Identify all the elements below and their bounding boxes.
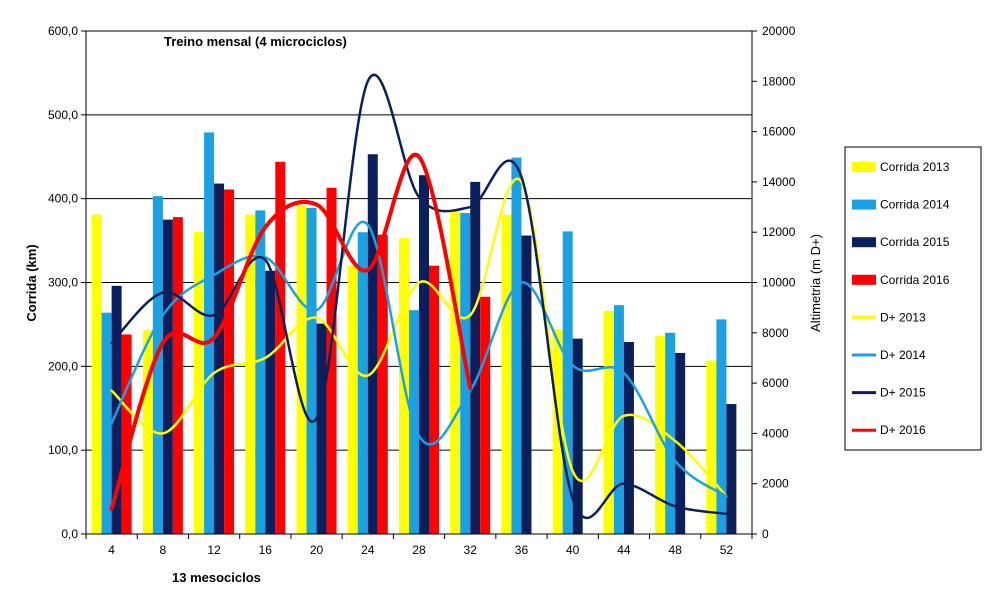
bar (255, 210, 266, 535)
y-tick-label: 400,0 (48, 192, 78, 206)
line-series (110, 177, 728, 498)
bar (552, 329, 563, 534)
bar (501, 214, 512, 534)
bar (450, 209, 461, 534)
legend-label: D+ 2014 (880, 348, 926, 362)
y-axis-label: Corrida (km) (24, 244, 39, 321)
bar (101, 312, 112, 534)
bar (623, 342, 634, 534)
legend-label: Corrida 2013 (880, 160, 950, 174)
legend: Corrida 2013 Corrida 2014 Corrida 2015 Corr… (844, 146, 982, 451)
y2-tick-label: 2000 (762, 477, 789, 491)
x-tick-label: 44 (617, 543, 631, 557)
bar (275, 161, 286, 534)
legend-label: Corrida 2014 (880, 198, 950, 212)
bar (306, 207, 317, 534)
x-tick-label: 32 (464, 543, 478, 557)
bar (224, 189, 235, 534)
ticks: 0,0 100,0 200,0 300,0 400,0 500,0 600,0 0 2000 40… (48, 24, 796, 557)
y2-tick-label: 16000 (762, 125, 796, 139)
bar (142, 330, 153, 534)
x-tick-label: 40 (566, 543, 580, 557)
bar (91, 214, 102, 534)
legend-box (844, 146, 982, 451)
bar (194, 232, 205, 534)
x-tick-label: 36 (515, 543, 529, 557)
bar (214, 183, 225, 534)
bar (152, 196, 163, 534)
bar (265, 270, 276, 534)
bar (470, 181, 481, 534)
bar (429, 265, 439, 534)
bar (296, 205, 307, 534)
legend-swatch (852, 199, 876, 210)
y2-tick-label: 8000 (762, 326, 789, 340)
legend-swatch (852, 237, 876, 248)
legend-label: D+ 2013 (880, 310, 926, 324)
y2-tick-label: 14000 (762, 175, 796, 189)
x-tick-label: 28 (412, 543, 426, 557)
y-tick-label: 200,0 (48, 359, 78, 373)
legend-swatch (852, 274, 876, 285)
y2-tick-label: 4000 (762, 426, 789, 440)
legend-label: Corrida 2015 (880, 235, 950, 249)
x-tick-label: 16 (259, 543, 273, 557)
bar (121, 334, 132, 534)
x-tick-label: 52 (720, 543, 734, 557)
bar (204, 132, 215, 534)
bar (521, 235, 532, 534)
bar (706, 360, 717, 534)
y2-axis-label: Altimetria (m D+) (808, 234, 823, 332)
y-tick-label: 600,0 (48, 24, 78, 38)
legend-label: D+ 2016 (880, 423, 926, 437)
bar (326, 187, 337, 535)
legend-label: D+ 2015 (880, 386, 926, 400)
x-tick-label: 24 (361, 543, 375, 557)
bar (716, 319, 727, 534)
bar (419, 175, 429, 534)
y2-tick-label: 12000 (762, 225, 796, 239)
bar (347, 265, 358, 534)
bar (377, 234, 388, 534)
bar (367, 154, 378, 535)
y2-tick-label: 20000 (762, 24, 796, 38)
bar (162, 219, 173, 534)
line-series (110, 220, 728, 498)
x-tick-label: 4 (108, 543, 115, 557)
bar (172, 217, 183, 535)
bar (726, 404, 737, 534)
bar (675, 352, 686, 534)
line-series (109, 152, 473, 511)
bar (245, 214, 256, 534)
x-tick-label: 8 (160, 543, 167, 557)
bar (357, 232, 368, 534)
y2-tick-label: 10000 (762, 276, 796, 290)
bar (572, 338, 583, 534)
legend-swatch (852, 162, 876, 172)
bar (562, 231, 573, 534)
x-tick-label: 48 (668, 543, 682, 557)
y2-tick-label: 0 (762, 527, 769, 541)
y2-tick-label: 6000 (762, 376, 789, 390)
bar (665, 332, 676, 534)
bar (316, 323, 327, 534)
y-tick-label: 0,0 (61, 527, 78, 541)
bar (480, 296, 491, 534)
bar (460, 212, 471, 534)
bar (511, 157, 522, 535)
y-tick-label: 100,0 (48, 443, 78, 457)
legend-label: Corrida 2016 (880, 273, 950, 287)
x-axis-label: 13 mesociclos (172, 570, 261, 585)
axes (81, 30, 757, 539)
x-tick-label: 12 (207, 543, 221, 557)
chart-title: Treino mensal (4 microciclos) (164, 34, 347, 49)
bar (603, 311, 614, 534)
lines (109, 73, 728, 520)
y2-tick-label: 18000 (762, 74, 796, 88)
x-tick-label: 20 (310, 543, 324, 557)
y-tick-label: 300,0 (48, 276, 78, 290)
y-tick-label: 500,0 (48, 108, 78, 122)
